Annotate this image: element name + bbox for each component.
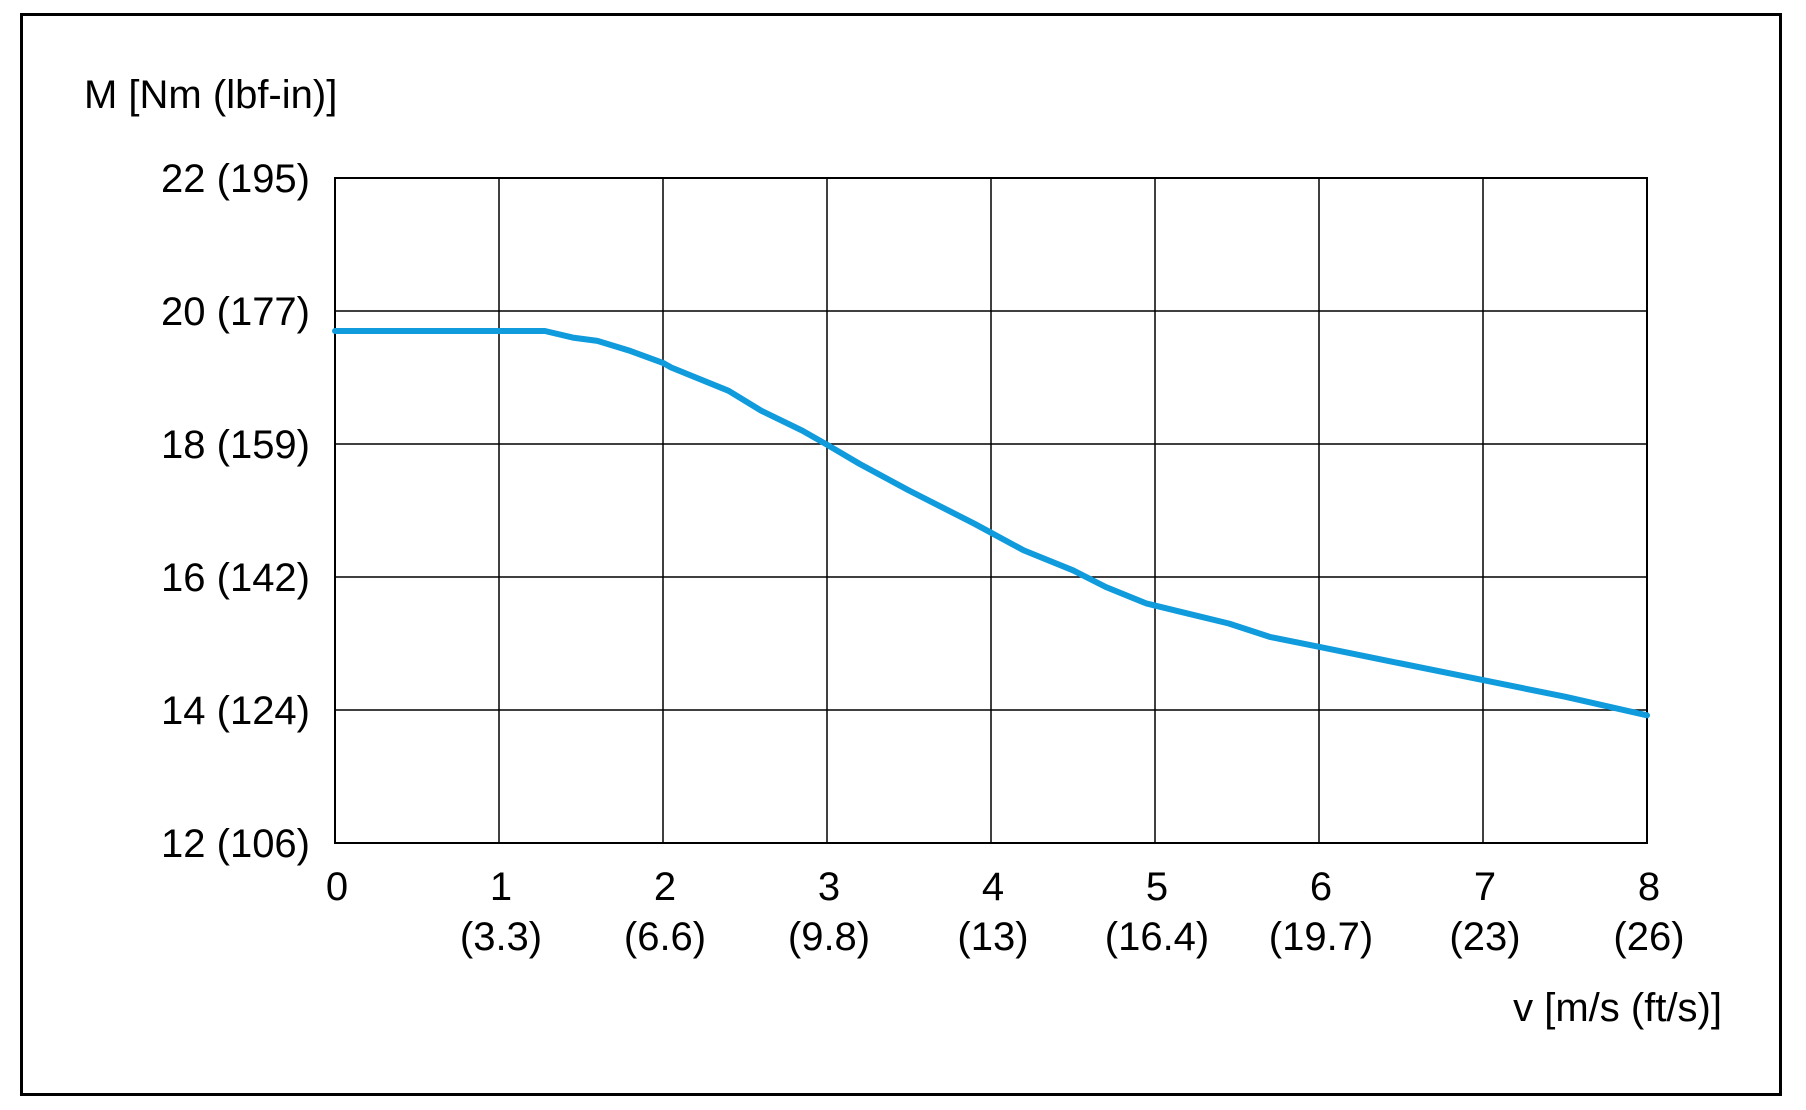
x-tick-sublabel-3: (9.8) bbox=[788, 915, 870, 959]
x-tick-sublabel-7: (23) bbox=[1449, 915, 1520, 959]
x-axis-label: v [m/s (ft/s)] bbox=[1513, 986, 1722, 1030]
x-tick-sublabel-4: (13) bbox=[957, 915, 1028, 959]
grid bbox=[334, 177, 1648, 844]
x-tick-sublabel-6: (19.7) bbox=[1269, 915, 1374, 959]
x-tick-sublabel-5: (16.4) bbox=[1105, 915, 1210, 959]
x-tick-sublabel-8: (26) bbox=[1613, 915, 1684, 959]
plot-area-border bbox=[334, 177, 1648, 844]
y-tick-label-12: 12 (106) bbox=[161, 822, 310, 866]
x-tick-label-3: 3 bbox=[818, 865, 840, 909]
y-tick-label-14: 14 (124) bbox=[161, 689, 310, 733]
chart-frame bbox=[20, 13, 1782, 1096]
y-tick-label-18: 18 (159) bbox=[161, 423, 310, 467]
y-tick-label-20: 20 (177) bbox=[161, 290, 310, 334]
x-tick-label-1: 1 bbox=[490, 865, 512, 909]
series-line-0 bbox=[332, 328, 1650, 719]
x-tick-label-7: 7 bbox=[1474, 865, 1496, 909]
series-group bbox=[332, 328, 1650, 719]
x-tick-label-0: 0 bbox=[326, 865, 348, 909]
x-tick-label-5: 5 bbox=[1146, 865, 1168, 909]
x-tick-sublabel-2: (6.6) bbox=[624, 915, 706, 959]
x-tick-label-4: 4 bbox=[982, 865, 1004, 909]
x-tick-label-2: 2 bbox=[654, 865, 676, 909]
x-tick-sublabel-1: (3.3) bbox=[460, 915, 542, 959]
x-tick-label-6: 6 bbox=[1310, 865, 1332, 909]
y-axis-label: M [Nm (lbf-in)] bbox=[84, 73, 337, 117]
x-axis-ticks: 0 1 (3.3) 2 (6.6) 3 (9.8) 4 (13) 5 (16.4) 6 (19.7) 7 (… bbox=[326, 865, 1685, 959]
x-tick-label-8: 8 bbox=[1638, 865, 1660, 909]
y-axis-ticks: 12 (106) 14 (124) 16 (142) 18 (159) 20 (177)… bbox=[161, 157, 310, 866]
y-tick-label-22: 22 (195) bbox=[161, 157, 310, 201]
y-tick-label-16: 16 (142) bbox=[161, 556, 310, 600]
